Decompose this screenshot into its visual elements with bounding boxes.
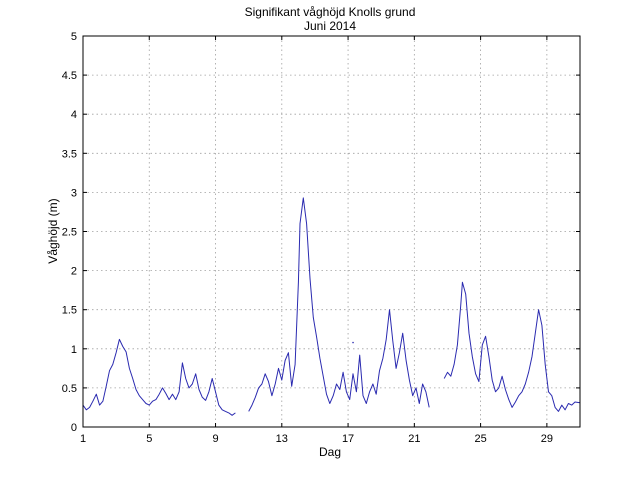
x-tick-label: 1 (80, 433, 86, 445)
y-axis-label: Våghöjd (m) (46, 198, 60, 263)
y-tick-label: 4 (71, 109, 77, 121)
x-tick-label: 21 (408, 433, 420, 445)
series-segment (443, 281, 581, 412)
y-tick-label: 0.5 (62, 383, 77, 395)
x-tick-label: 9 (212, 433, 218, 445)
y-tick-label: 0 (71, 422, 77, 434)
x-tick-label: 17 (342, 433, 354, 445)
x-tick-label: 5 (146, 433, 152, 445)
chart-subtitle: Juni 2014 (304, 19, 356, 33)
x-tick-label: 29 (541, 433, 553, 445)
gridlines (83, 36, 580, 427)
y-tick-label: 1 (71, 344, 77, 356)
axis-ticks: 1 5 9 13 17 21 25 29 0 0.5 1 1.5 2 2.5 3 3.5 4 4.5 5 (62, 31, 580, 445)
series-segment (248, 197, 430, 412)
y-tick-label: 5 (71, 31, 77, 43)
x-axis-label: Dag (319, 445, 341, 459)
y-tick-label: 1.5 (62, 305, 77, 317)
y-tick-label: 2 (71, 266, 77, 278)
series-line (82, 197, 581, 416)
x-tick-label: 25 (474, 433, 486, 445)
y-tick-label: 4.5 (62, 70, 77, 82)
chart-title: Signifikant våghöjd Knolls grund (245, 5, 416, 19)
isolated-point (352, 341, 354, 344)
y-tick-label: 3 (71, 187, 77, 199)
y-tick-label: 3.5 (62, 148, 77, 160)
x-tick-label: 13 (276, 433, 288, 445)
y-tick-label: 2.5 (62, 227, 77, 239)
series-segment (82, 338, 236, 416)
